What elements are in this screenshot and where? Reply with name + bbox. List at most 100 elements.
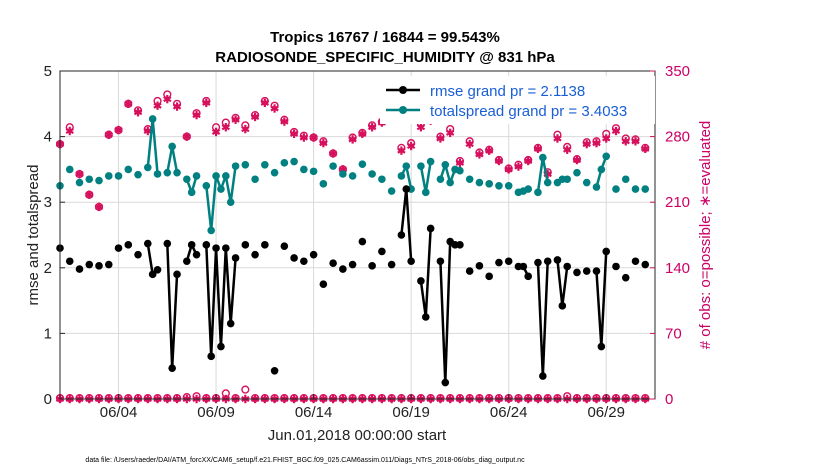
rmse-point: [85, 260, 94, 269]
rmse-line-segment: [595, 251, 608, 348]
obs-evaluated-marker: [133, 108, 143, 117]
rmse-point: [309, 250, 318, 259]
y2-tick-label: 280: [665, 129, 690, 146]
rmse-point: [592, 267, 601, 275]
obs-evaluated-marker-core: [204, 100, 209, 106]
spread-point: [114, 172, 123, 180]
spread-point: [241, 161, 250, 169]
spread-point: [631, 185, 640, 193]
obs-evaluated-marker: [202, 98, 211, 108]
rmse-point: [543, 257, 552, 266]
spread-point: [348, 172, 357, 180]
y-tick-label: 5: [44, 63, 52, 80]
rmse-point: [519, 262, 528, 271]
rmse-point: [202, 241, 211, 249]
obs-evaluated-marker: [475, 150, 484, 159]
rmse-point: [397, 231, 406, 239]
y2-tick-label: 350: [665, 63, 690, 80]
obs-evaluated-marker: [153, 101, 162, 110]
obs-evaluated-marker-core: [574, 157, 580, 163]
obs-evaluated-marker-core: [516, 164, 521, 169]
spread-point: [104, 172, 113, 180]
rmse-point: [329, 259, 337, 268]
obs-evaluated-marker-core: [438, 136, 443, 141]
legend-spread-label: totalspread grand pr = 3.4033: [430, 103, 627, 120]
spread-point: [621, 175, 630, 184]
obs-evaluated-marker: [436, 134, 445, 143]
rmse-point: [212, 244, 220, 252]
rmse-point: [163, 239, 172, 248]
obs-evaluated-marker: [504, 165, 513, 174]
obs-evaluated-marker: [104, 130, 113, 139]
spread-point: [485, 180, 493, 188]
rmse-point: [602, 247, 611, 256]
y-tick-label: 0: [44, 391, 52, 408]
bottom-obs-markers: [55, 385, 650, 404]
y-tick-label: 1: [44, 325, 52, 342]
obs-evaluated-marker-core: [213, 129, 219, 135]
spread-point: [402, 162, 411, 170]
rmse-point: [465, 267, 474, 275]
obs-evaluated-marker-core: [87, 192, 92, 197]
obs-evaluated-marker: [533, 144, 543, 153]
series-points: [56, 115, 650, 387]
x-tick-label: 06/14: [295, 404, 333, 421]
spread-point: [504, 182, 513, 190]
spread-point: [173, 168, 181, 177]
obs-evaluated-marker-core: [194, 112, 199, 118]
spread-point: [85, 175, 94, 184]
spread-point: [465, 175, 474, 184]
obs-evaluated-marker-core: [233, 117, 238, 122]
x-tick-label: 06/04: [100, 404, 138, 421]
x-tick-label: 06/19: [392, 404, 430, 421]
y2-tick-label: 140: [665, 260, 690, 277]
obs-evaluated-marker: [114, 125, 123, 135]
spread-point: [329, 162, 337, 170]
y2-tick-label: 210: [665, 194, 690, 211]
obs-evaluated-marker-core: [457, 160, 463, 166]
spread-point: [475, 178, 484, 187]
obs-evaluated-marker: [514, 162, 523, 171]
obs-evaluated-marker-core: [486, 148, 492, 153]
rmse-point: [339, 265, 347, 273]
obs-evaluated-marker-core: [408, 143, 414, 149]
obs-evaluated-marker: [524, 156, 533, 166]
spread-point: [426, 157, 435, 166]
spread-point: [534, 188, 542, 197]
obs-evaluated-marker-core: [525, 158, 531, 164]
spread-point: [75, 178, 84, 187]
obs-evaluated-marker-core: [67, 128, 72, 134]
obs-evaluated-marker: [94, 202, 104, 212]
obs-evaluated-marker: [328, 149, 338, 158]
spread-line-segment: [536, 156, 549, 193]
obs-evaluated-marker-core: [262, 100, 268, 106]
rmse-point: [402, 185, 411, 193]
rmse-point: [75, 265, 84, 273]
rmse-point: [148, 270, 157, 279]
obs-evaluated-marker: [445, 128, 455, 138]
rmse-line-segment: [536, 261, 549, 378]
obs-evaluated-marker-core: [594, 140, 599, 146]
obs-evaluated-marker-core: [165, 96, 170, 102]
spread-point: [436, 175, 445, 184]
rmse-point: [417, 277, 425, 285]
legend: rmse grand pr = 2.1138 totalspread grand…: [380, 76, 655, 124]
obs-evaluated-marker: [406, 141, 416, 151]
rmse-point: [114, 244, 123, 252]
rmse-point: [261, 241, 269, 249]
rmse-point: [597, 342, 606, 351]
obs-evaluated-marker: [231, 115, 240, 124]
chart-subtitle: RADIOSONDE_SPECIFIC_HUMIDITY @ 831 hPa: [215, 49, 555, 66]
spread-point: [192, 172, 201, 180]
obs-evaluated-marker-core: [555, 136, 560, 141]
rmse-point: [641, 260, 650, 269]
spread-point: [597, 165, 606, 174]
rmse-point: [475, 262, 484, 270]
obs-evaluated-marker: [631, 137, 640, 146]
y-tick-label: 2: [44, 260, 52, 277]
obs-evaluated-marker-core: [399, 148, 404, 153]
spread-point: [387, 187, 396, 195]
footer-datafile: data file: /Users/raeder/DAI/ATM_forcXX/…: [85, 457, 525, 464]
y-tick-label: 4: [44, 129, 52, 146]
rmse-point: [436, 257, 445, 266]
